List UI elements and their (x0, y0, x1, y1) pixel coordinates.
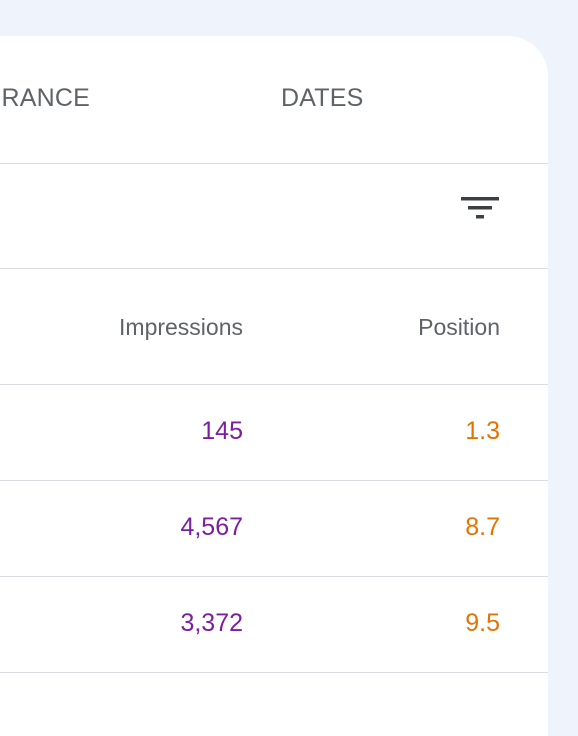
impressions-cell: 4,567 (180, 513, 243, 541)
column-header-impressions[interactable]: Impressions (119, 314, 243, 340)
performance-card: RANCE DATES Impressions Position 145 1.3… (0, 36, 548, 736)
tab-dates[interactable]: DATES (281, 84, 364, 112)
table-row[interactable]: 4,567 8.7 (0, 481, 548, 577)
filter-icon (461, 197, 499, 219)
table-row[interactable]: 145 1.3 (0, 385, 548, 481)
table-toolbar (0, 164, 548, 269)
impressions-cell: 145 (201, 417, 243, 445)
impressions-cell: 3,372 (180, 609, 243, 637)
position-cell: 9.5 (465, 609, 500, 637)
filter-tabs: RANCE DATES (0, 36, 548, 164)
position-cell: 1.3 (465, 417, 500, 445)
table-row[interactable]: 3,372 9.5 (0, 577, 548, 673)
tab-search-appearance[interactable]: RANCE (1, 84, 90, 112)
filter-rows-button[interactable] (454, 186, 506, 238)
column-header-position[interactable]: Position (418, 314, 500, 340)
position-cell: 8.7 (465, 513, 500, 541)
table-header: Impressions Position (0, 269, 548, 385)
